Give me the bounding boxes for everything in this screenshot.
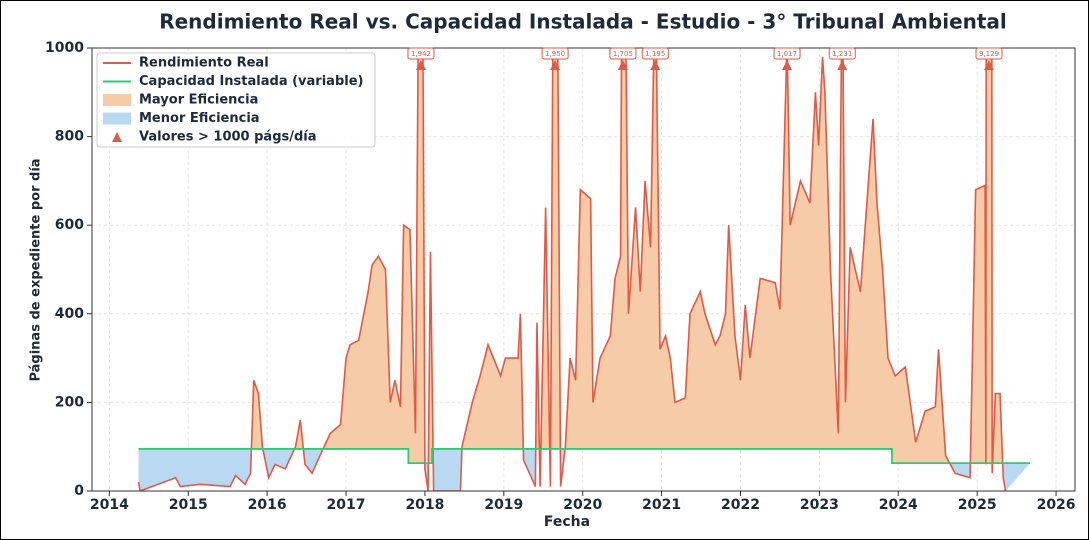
- outlier-label: 1,705: [613, 50, 633, 58]
- series-line: [138, 448, 1031, 464]
- x-tick-label: 2026: [1037, 497, 1076, 513]
- outlier-marker: [617, 60, 628, 70]
- legend-label: Menor Eficiencia: [139, 111, 260, 126]
- x-tick-label: 2017: [327, 497, 366, 513]
- outlier-label-box: [609, 47, 637, 60]
- outlier-marker: [782, 60, 793, 70]
- plot: [137, 48, 1031, 491]
- y-axis-label: Páginas de expediente por día: [29, 158, 44, 381]
- outlier-marker: [984, 60, 995, 70]
- x-tick-label: 2018: [405, 497, 444, 513]
- y-tick-label: 800: [55, 129, 84, 145]
- legend-label: Valores > 1000 págs/día: [139, 130, 317, 145]
- legend-label: Mayor Eficiencia: [139, 93, 258, 108]
- x-tick-label: 2015: [169, 497, 208, 513]
- legend-label: Rendimiento Real: [139, 56, 269, 71]
- legend-swatch: [103, 94, 131, 106]
- series-line: [137, 48, 1007, 491]
- y-tick-label: 1000: [45, 40, 84, 56]
- y-tick-label: 600: [55, 217, 84, 233]
- x-tick-label: 2025: [958, 497, 997, 513]
- x-tick-label: 2021: [642, 497, 681, 513]
- outlier-label: 1,231: [832, 50, 852, 58]
- outlier-label: 1,950: [545, 50, 565, 58]
- outlier-marker: [650, 60, 661, 70]
- x-tick-label: 2014: [90, 497, 129, 513]
- outlier-label-box: [641, 47, 669, 60]
- outlier-label-box: [828, 47, 856, 60]
- x-tick-label: 2019: [484, 497, 523, 513]
- outlier-label-box: [541, 47, 569, 60]
- legend-swatch: [103, 112, 131, 125]
- outlier-marker: [837, 60, 848, 70]
- x-tick-label: 2023: [800, 497, 839, 513]
- outlier-label-box: [773, 47, 801, 60]
- x-axis-label: Fecha: [544, 514, 590, 530]
- chart-title: Rendimiento Real vs. Capacidad Instalada…: [159, 10, 1007, 34]
- outlier-label: 9,129: [979, 50, 999, 58]
- x-tick-label: 2016: [248, 497, 287, 513]
- outlier-label: 1,017: [777, 50, 797, 58]
- legend-box: [96, 52, 376, 148]
- x-tick-label: 2024: [879, 497, 918, 513]
- plot-border: [91, 47, 1076, 492]
- outlier-label: 1,195: [645, 50, 665, 58]
- legend-label: Capacidad Instalada (variable): [139, 74, 363, 89]
- x-tick-label: 2022: [721, 497, 760, 513]
- outlier-marker: [415, 60, 426, 70]
- legend-swatch: [112, 132, 122, 142]
- y-tick-label: 400: [55, 306, 84, 322]
- y-tick-label: 0: [74, 483, 84, 499]
- outlier-label-box: [975, 47, 1003, 60]
- outlier-label-box: [407, 47, 435, 60]
- y-tick-label: 200: [55, 394, 84, 410]
- outlier-marker: [550, 60, 561, 70]
- outlier-label: 1,942: [411, 50, 431, 58]
- x-tick-label: 2020: [563, 497, 602, 513]
